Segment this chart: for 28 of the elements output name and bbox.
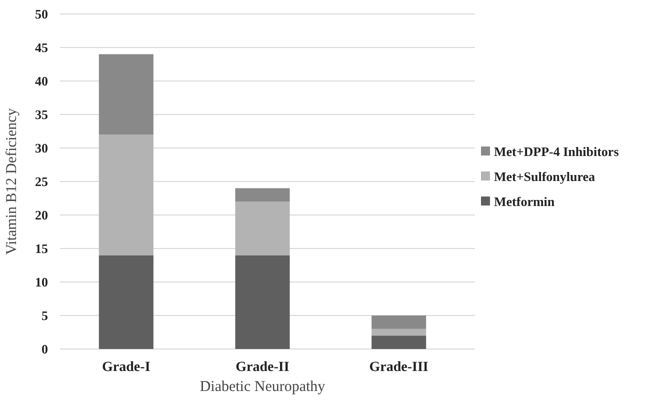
y-tick-label: 50 — [35, 6, 48, 22]
legend-label: Met+Sulfonylurea — [494, 169, 596, 184]
bar — [235, 188, 290, 202]
bar — [98, 54, 154, 135]
y-tick-label: 5 — [42, 308, 48, 324]
y-tick-label: 25 — [35, 174, 48, 190]
y-tick-label: 30 — [35, 140, 48, 156]
y-tick-label: 45 — [35, 40, 48, 56]
y-axis-title: Vitamin B12 Deficiency — [4, 108, 20, 255]
legend-label: Metformin — [494, 194, 556, 210]
bar — [235, 255, 290, 349]
bar — [235, 202, 290, 256]
x-tick-label: Grade-I — [102, 360, 150, 375]
x-tick-label: Grade-II — [236, 360, 290, 375]
bar — [372, 328, 426, 336]
bar — [372, 316, 426, 329]
y-tick-label: 10 — [35, 274, 48, 290]
y-tick-label: 20 — [35, 208, 48, 223]
y-tick-label: 0 — [42, 342, 48, 357]
legend-label: Met+DPP-4 Inhibitors — [494, 144, 619, 160]
bar — [372, 336, 426, 349]
x-tick-label: Grade-III — [369, 360, 428, 375]
x-axis-title: Diabetic Neuropathy — [200, 379, 326, 395]
y-tick-label: 15 — [35, 241, 48, 256]
bar — [98, 255, 154, 349]
y-tick-label: 40 — [35, 74, 48, 89]
y-tick-label: 35 — [35, 107, 48, 122]
bar — [98, 134, 154, 256]
